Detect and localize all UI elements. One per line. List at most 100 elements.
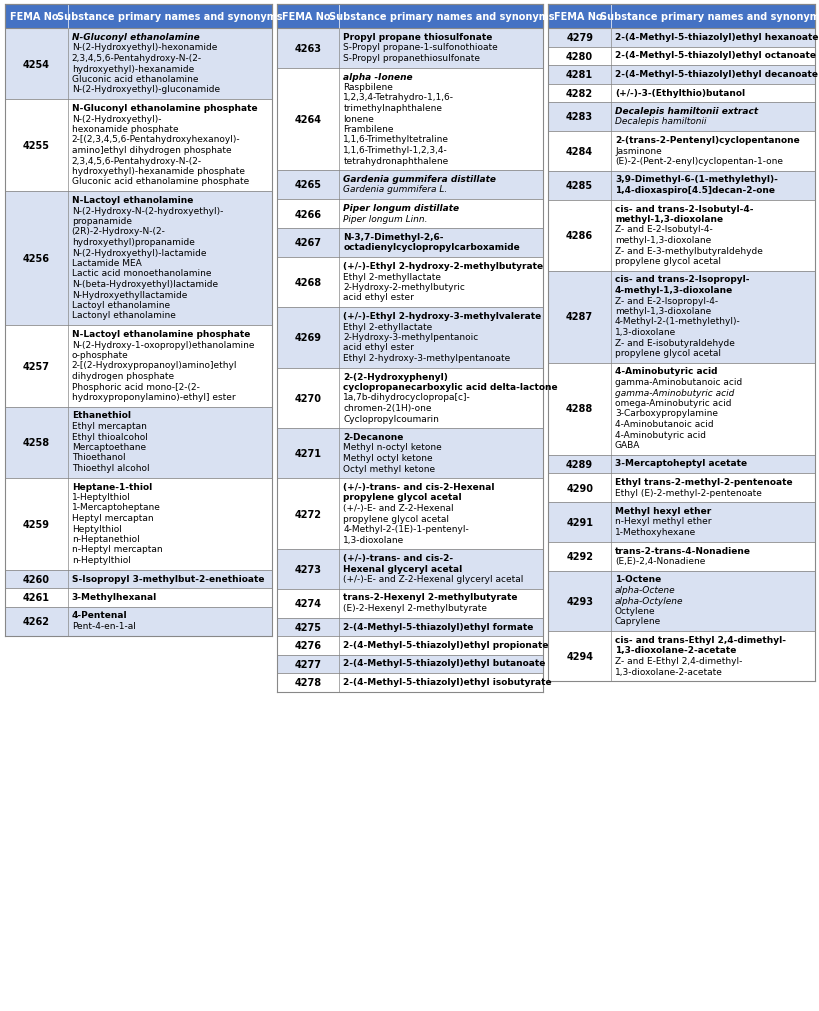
Text: Piper longum Linn.: Piper longum Linn. <box>343 214 428 223</box>
Text: 4272: 4272 <box>294 509 321 519</box>
Bar <box>548 632 814 681</box>
Text: Lactamide MEA: Lactamide MEA <box>71 259 141 268</box>
Text: Substance primary names and synonyms: Substance primary names and synonyms <box>328 12 554 22</box>
Text: propylene glycol acetal: propylene glycol acetal <box>614 349 720 358</box>
Text: Octylene: Octylene <box>614 607 655 616</box>
Text: 4288: 4288 <box>565 404 593 415</box>
Text: Phosphoric acid mono-[2-(2-: Phosphoric acid mono-[2-(2- <box>71 382 199 391</box>
Bar <box>276 69 543 171</box>
Text: 1,1,6-Trimethyl-1,2,3,4-: 1,1,6-Trimethyl-1,2,3,4- <box>343 146 447 155</box>
Text: 1-Mercaptoheptane: 1-Mercaptoheptane <box>71 503 161 512</box>
Text: (+/-)-E- and Z-2-Hexenal glyceryl acetal: (+/-)-E- and Z-2-Hexenal glyceryl acetal <box>343 574 523 583</box>
Text: 2-(4-Methyl-5-thiazolyl)ethyl hexanoate: 2-(4-Methyl-5-thiazolyl)ethyl hexanoate <box>614 33 817 42</box>
Text: 4277: 4277 <box>294 659 321 669</box>
Text: 1-Octene: 1-Octene <box>614 575 660 584</box>
Text: methyl-1,3-dioxolane: methyl-1,3-dioxolane <box>614 236 710 245</box>
Text: 2,3,4,5,6-Pentahydroxy-N-(2-: 2,3,4,5,6-Pentahydroxy-N-(2- <box>71 54 201 63</box>
Text: Mercaptoethane: Mercaptoethane <box>71 443 146 452</box>
Bar <box>276 673 543 692</box>
Text: 4254: 4254 <box>23 60 50 70</box>
Bar <box>276 429 543 478</box>
Bar <box>5 100 271 192</box>
Text: 4268: 4268 <box>294 278 321 288</box>
Text: 4-Pentenal: 4-Pentenal <box>71 611 127 620</box>
Text: 2-Decanone: 2-Decanone <box>343 433 403 442</box>
Text: 1,3-dioxolane-2-acetate: 1,3-dioxolane-2-acetate <box>614 667 722 675</box>
Text: 1,1,6-Trimethyltetraline: 1,1,6-Trimethyltetraline <box>343 135 449 145</box>
Text: hydroxyethyl)propanamide: hydroxyethyl)propanamide <box>71 238 194 247</box>
Text: 4270: 4270 <box>294 393 321 403</box>
Text: Heptyl mercaptan: Heptyl mercaptan <box>71 514 153 523</box>
Text: N-3,7-Dimethyl-2,6-: N-3,7-Dimethyl-2,6- <box>343 233 443 242</box>
Text: gamma-Aminobutyric acid: gamma-Aminobutyric acid <box>614 388 734 397</box>
Text: 2-(4-Methyl-5-thiazolyl)ethyl propionate: 2-(4-Methyl-5-thiazolyl)ethyl propionate <box>343 640 548 649</box>
Text: n-Heptanethiol: n-Heptanethiol <box>71 535 139 544</box>
Text: n-Hexyl methyl ether: n-Hexyl methyl ether <box>614 517 711 526</box>
Text: Lactic acid monoethanolamine: Lactic acid monoethanolamine <box>71 269 211 278</box>
Text: 4255: 4255 <box>23 141 50 151</box>
Text: 4287: 4287 <box>565 312 592 323</box>
Text: Z- and E-2-Isobutyl-4-: Z- and E-2-Isobutyl-4- <box>614 225 712 235</box>
Text: 4283: 4283 <box>565 112 592 122</box>
Text: 4278: 4278 <box>294 677 321 687</box>
Text: 2-(trans-2-Pentenyl)cyclopentanone: 2-(trans-2-Pentenyl)cyclopentanone <box>614 135 799 145</box>
Text: Cyclopropylcoumarin: Cyclopropylcoumarin <box>343 415 439 423</box>
Text: 2-[(2-Hydroxypropanoyl)amino]ethyl: 2-[(2-Hydroxypropanoyl)amino]ethyl <box>71 361 237 370</box>
Text: 2-Hydroxy-3-methylpentanoic: 2-Hydroxy-3-methylpentanoic <box>343 333 478 342</box>
Bar <box>276 200 543 228</box>
Text: S-Propyl propanethiosulfonate: S-Propyl propanethiosulfonate <box>343 54 480 63</box>
Text: 4269: 4269 <box>294 333 321 343</box>
Text: (2R)-2-Hydroxy-N-(2-: (2R)-2-Hydroxy-N-(2- <box>71 227 165 237</box>
Text: 1,4-dioxaspiro[4.5]decan-2-one: 1,4-dioxaspiro[4.5]decan-2-one <box>614 186 774 195</box>
Text: Gluconic acid ethanolamine phosphate: Gluconic acid ethanolamine phosphate <box>71 177 249 186</box>
Text: 4-methyl-1,3-dioxolane: 4-methyl-1,3-dioxolane <box>614 286 732 295</box>
Text: trans-2-Hexenyl 2-methylbutyrate: trans-2-Hexenyl 2-methylbutyrate <box>343 592 518 602</box>
Bar <box>5 607 271 636</box>
Bar <box>5 5 271 29</box>
Text: 4286: 4286 <box>565 231 592 241</box>
Text: 1a,7b-dihydrocyclopropa[c]-: 1a,7b-dihydrocyclopropa[c]- <box>343 393 470 402</box>
Text: Heptylthiol: Heptylthiol <box>71 524 121 533</box>
Text: Pent-4-en-1-al: Pent-4-en-1-al <box>71 622 135 631</box>
Text: alpha -Ionene: alpha -Ionene <box>343 73 413 82</box>
Text: Ethyl (E)-2-methyl-2-pentenoate: Ethyl (E)-2-methyl-2-pentenoate <box>614 488 761 497</box>
Text: 4290: 4290 <box>565 483 592 493</box>
Bar <box>548 66 814 84</box>
Text: amino]ethyl dihydrogen phosphate: amino]ethyl dihydrogen phosphate <box>71 146 231 155</box>
Text: (+/-)-E- and Z-2-Hexenal: (+/-)-E- and Z-2-Hexenal <box>343 503 454 513</box>
Text: Thioethanol: Thioethanol <box>71 453 125 462</box>
Bar <box>5 588 271 607</box>
Text: propylene glycol acetal: propylene glycol acetal <box>343 493 461 502</box>
Text: 1,2,3,4-Tetrahydro-1,1,6-: 1,2,3,4-Tetrahydro-1,1,6- <box>343 93 454 102</box>
Text: Methyl hexyl ether: Methyl hexyl ether <box>614 507 710 516</box>
Text: 4281: 4281 <box>565 70 592 80</box>
Text: n-Heptyl mercaptan: n-Heptyl mercaptan <box>71 545 162 554</box>
Bar <box>5 407 271 478</box>
Text: 1,3-dioxolane: 1,3-dioxolane <box>614 328 676 337</box>
Text: S-Propyl propane-1-sulfonothioate: S-Propyl propane-1-sulfonothioate <box>343 43 497 53</box>
Text: N-Lactoyl ethanolamine phosphate: N-Lactoyl ethanolamine phosphate <box>71 330 250 339</box>
Text: 4293: 4293 <box>565 596 592 607</box>
Text: acid ethyl ester: acid ethyl ester <box>343 293 414 302</box>
Bar <box>548 84 814 103</box>
Bar <box>5 192 271 326</box>
Text: 4264: 4264 <box>294 114 321 124</box>
Text: 4259: 4259 <box>23 519 50 529</box>
Text: Z- and E-2-Isopropyl-4-: Z- and E-2-Isopropyl-4- <box>614 296 717 305</box>
Bar <box>548 271 814 363</box>
Text: Ethyl 2-hydroxy-3-methylpentanoate: Ethyl 2-hydroxy-3-methylpentanoate <box>343 354 510 363</box>
Text: FEMA No.: FEMA No. <box>10 12 62 22</box>
Text: Methyl n-octyl ketone: Methyl n-octyl ketone <box>343 443 441 452</box>
Text: 4260: 4260 <box>23 574 50 584</box>
Text: 4262: 4262 <box>23 617 50 627</box>
Text: FEMA No.: FEMA No. <box>553 12 605 22</box>
Text: trimethylnaphthalene: trimethylnaphthalene <box>343 104 441 113</box>
Text: cis- and trans-2-Isopropyl-: cis- and trans-2-Isopropyl- <box>614 275 749 284</box>
Text: 4292: 4292 <box>565 551 592 561</box>
Text: 4-Methyl-2-(1-methylethyl)-: 4-Methyl-2-(1-methylethyl)- <box>614 317 740 327</box>
Bar <box>5 570 271 588</box>
Bar <box>548 200 814 271</box>
Text: 4289: 4289 <box>565 459 592 469</box>
Bar <box>548 131 814 171</box>
Text: 4276: 4276 <box>294 641 321 651</box>
